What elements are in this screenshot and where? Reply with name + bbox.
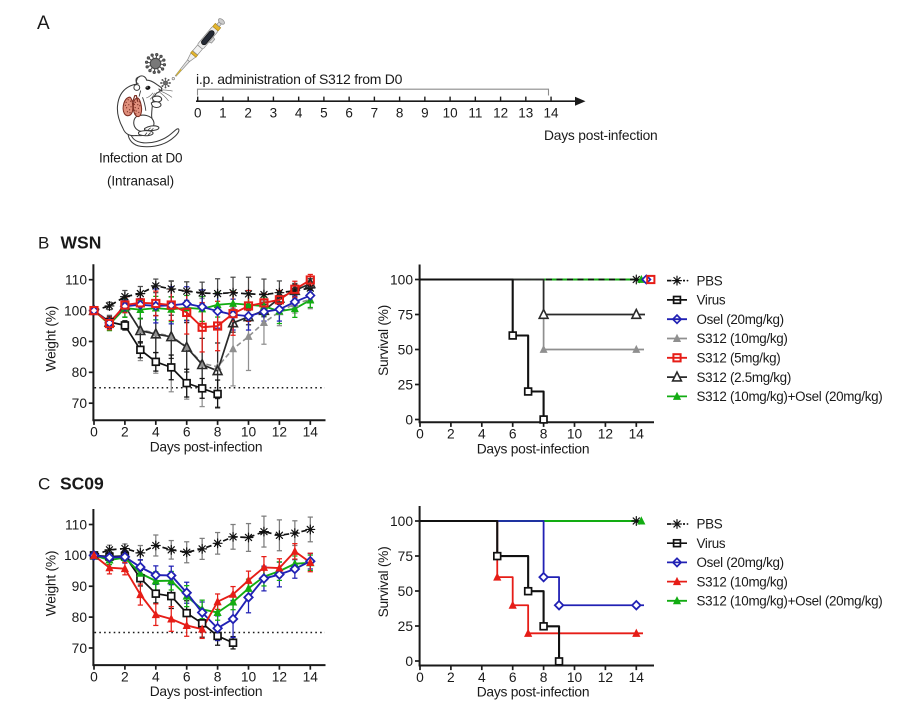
svg-text:0: 0 xyxy=(416,670,424,685)
svg-text:Infection at D0: Infection at D0 xyxy=(99,151,182,166)
svg-text:110: 110 xyxy=(65,517,87,532)
svg-text:110: 110 xyxy=(65,273,87,288)
svg-text:70: 70 xyxy=(72,396,88,411)
svg-text:80: 80 xyxy=(72,610,88,625)
svg-text:Virus: Virus xyxy=(697,536,726,551)
svg-text:Weight (%): Weight (%) xyxy=(44,306,59,371)
svg-text:C: C xyxy=(38,475,50,494)
svg-text:8: 8 xyxy=(214,670,222,685)
svg-text:70: 70 xyxy=(72,641,88,656)
svg-text:0: 0 xyxy=(194,106,202,121)
svg-text:A: A xyxy=(37,13,50,34)
svg-text:10: 10 xyxy=(241,425,257,440)
svg-text:6: 6 xyxy=(509,670,517,685)
svg-text:5: 5 xyxy=(320,106,328,121)
svg-text:2: 2 xyxy=(447,427,455,442)
svg-text:25: 25 xyxy=(398,619,414,634)
svg-text:12: 12 xyxy=(493,106,508,121)
svg-text:90: 90 xyxy=(72,334,88,349)
svg-text:10: 10 xyxy=(567,427,583,442)
svg-text:Virus: Virus xyxy=(697,293,726,308)
svg-text:14: 14 xyxy=(544,106,560,121)
svg-text:12: 12 xyxy=(272,670,287,685)
svg-text:(Intranasal): (Intranasal) xyxy=(107,174,174,189)
svg-text:2: 2 xyxy=(121,425,129,440)
svg-text:SC09: SC09 xyxy=(60,474,104,494)
svg-text:75: 75 xyxy=(398,549,414,564)
svg-text:PBS: PBS xyxy=(697,517,723,532)
svg-text:B: B xyxy=(38,234,49,253)
svg-text:Days post-infection: Days post-infection xyxy=(150,684,263,699)
svg-text:10: 10 xyxy=(241,670,257,685)
svg-text:0: 0 xyxy=(90,425,98,440)
svg-text:2: 2 xyxy=(244,106,252,121)
svg-text:3: 3 xyxy=(270,106,278,121)
svg-text:Osel (20mg/kg): Osel (20mg/kg) xyxy=(697,312,784,327)
svg-text:2: 2 xyxy=(121,670,129,685)
svg-text:8: 8 xyxy=(540,670,548,685)
svg-text:S312 (10mg/kg): S312 (10mg/kg) xyxy=(697,574,788,589)
svg-text:0: 0 xyxy=(90,670,98,685)
svg-text:12: 12 xyxy=(598,427,613,442)
svg-text:S312 (5mg/kg): S312 (5mg/kg) xyxy=(697,351,781,366)
svg-text:14: 14 xyxy=(629,670,645,685)
svg-text:25: 25 xyxy=(398,377,414,392)
svg-text:14: 14 xyxy=(629,427,645,442)
svg-text:Survival (%): Survival (%) xyxy=(376,305,391,376)
svg-text:14: 14 xyxy=(303,670,319,685)
svg-text:9: 9 xyxy=(421,106,429,121)
svg-text:10: 10 xyxy=(567,670,583,685)
svg-text:10: 10 xyxy=(443,106,458,121)
svg-text:100: 100 xyxy=(64,548,87,563)
svg-text:4: 4 xyxy=(478,670,486,685)
svg-text:Days post-infection: Days post-infection xyxy=(477,685,590,700)
svg-text:4: 4 xyxy=(152,670,160,685)
svg-text:6: 6 xyxy=(183,670,191,685)
svg-text:80: 80 xyxy=(72,365,88,380)
svg-text:S312 (10mg/kg)+Osel (20mg/kg): S312 (10mg/kg)+Osel (20mg/kg) xyxy=(697,389,883,404)
svg-text:90: 90 xyxy=(72,579,88,594)
svg-text:100: 100 xyxy=(390,272,413,287)
svg-text:S312 (10mg/kg)+Osel (20mg/kg): S312 (10mg/kg)+Osel (20mg/kg) xyxy=(697,594,883,609)
svg-text:12: 12 xyxy=(272,425,287,440)
svg-text:12: 12 xyxy=(598,670,613,685)
svg-text:8: 8 xyxy=(396,106,404,121)
svg-text:Days post-infection: Days post-infection xyxy=(477,441,590,456)
svg-text:Days post-infection: Days post-infection xyxy=(544,128,658,143)
svg-text:13: 13 xyxy=(518,106,533,121)
svg-text:50: 50 xyxy=(398,584,414,599)
svg-text:100: 100 xyxy=(64,303,87,318)
svg-text:S312 (2.5mg/kg): S312 (2.5mg/kg) xyxy=(697,370,792,385)
svg-text:6: 6 xyxy=(509,427,517,442)
svg-text:75: 75 xyxy=(398,307,414,322)
svg-text:14: 14 xyxy=(303,425,319,440)
svg-text:Weight (%): Weight (%) xyxy=(44,551,59,616)
svg-text:Survival (%): Survival (%) xyxy=(376,547,391,618)
svg-text:100: 100 xyxy=(390,514,413,529)
svg-text:4: 4 xyxy=(478,427,486,442)
svg-text:0: 0 xyxy=(405,654,413,669)
svg-text:8: 8 xyxy=(540,427,548,442)
svg-text:4: 4 xyxy=(295,106,303,121)
svg-text:7: 7 xyxy=(371,106,379,121)
svg-text:0: 0 xyxy=(416,427,424,442)
svg-text:Osel (20mg/kg): Osel (20mg/kg) xyxy=(697,555,784,570)
svg-text:8: 8 xyxy=(214,425,222,440)
svg-text:50: 50 xyxy=(398,342,414,357)
svg-text:WSN: WSN xyxy=(61,233,102,253)
svg-text:i.p. administration of S312 fr: i.p. administration of S312 from D0 xyxy=(196,71,403,87)
svg-text:S312 (10mg/kg): S312 (10mg/kg) xyxy=(697,331,788,346)
svg-text:PBS: PBS xyxy=(697,273,723,288)
svg-text:6: 6 xyxy=(345,106,353,121)
svg-text:Days post-infection: Days post-infection xyxy=(150,439,263,454)
svg-text:2: 2 xyxy=(447,670,455,685)
svg-text:6: 6 xyxy=(183,425,191,440)
svg-text:11: 11 xyxy=(468,106,482,121)
svg-text:4: 4 xyxy=(152,425,160,440)
svg-text:0: 0 xyxy=(405,412,413,427)
svg-text:1: 1 xyxy=(219,106,227,121)
